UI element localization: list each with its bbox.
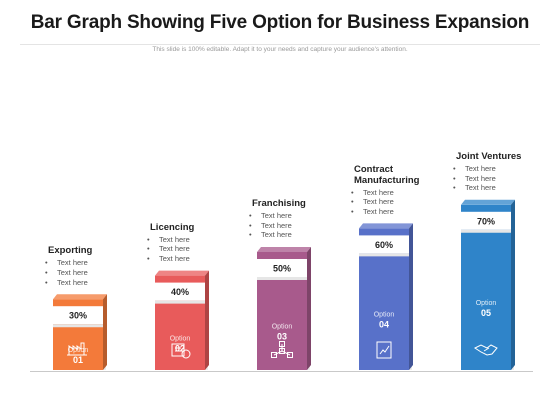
handshake-icon — [474, 344, 498, 356]
value-panel-shadow — [461, 229, 511, 233]
category-title: Contract — [354, 163, 394, 175]
category-label: ContractManufacturingText hereText hereT… — [351, 163, 420, 217]
category-bullet: Text here — [147, 244, 194, 254]
data-label: 70% — [477, 216, 495, 226]
bar-cap — [155, 270, 209, 276]
category-title: Franchising — [252, 198, 306, 210]
value-panel — [359, 235, 409, 254]
category-title: Joint Ventures — [456, 151, 522, 162]
bar-side — [205, 270, 209, 370]
option-number: 04 — [379, 320, 389, 330]
bar-side — [409, 223, 413, 370]
category-bullet: Text here — [45, 268, 92, 278]
option-word: Option — [476, 300, 497, 307]
category-label: LicencingText hereText hereText here — [147, 221, 195, 264]
value-panel-shadow — [155, 300, 205, 304]
category-bullet: Text here — [351, 188, 419, 198]
category-bullet: Text here — [453, 164, 521, 174]
bar-cap — [257, 247, 311, 252]
chart-baseline — [30, 371, 533, 372]
factory-icon — [67, 342, 87, 356]
option-word: Option — [170, 335, 191, 342]
value-panel-shadow — [53, 324, 103, 328]
value-panel — [461, 211, 511, 230]
data-label: 60% — [375, 240, 393, 250]
option-number: 01 — [73, 355, 83, 365]
category-label: FranchisingText hereText hereText here — [249, 198, 306, 240]
data-label: 50% — [273, 264, 291, 274]
category-bullet: Text here — [147, 254, 194, 264]
category-bullet: Text here — [453, 183, 521, 193]
bar-side — [511, 199, 515, 370]
data-label: 40% — [171, 287, 189, 297]
value-panel-shadow — [257, 277, 307, 280]
category-bullet: Text here — [453, 174, 521, 184]
value-panel — [155, 282, 205, 301]
bar-side — [103, 294, 107, 370]
category-bullet: Text here — [45, 258, 92, 268]
bar-cap — [53, 294, 107, 300]
value-panel-shadow — [359, 253, 409, 257]
bar-cap — [461, 199, 515, 205]
category-bullet: Text here — [249, 211, 306, 221]
document-chart-icon — [376, 341, 392, 359]
page-title: Bar Graph Showing Five Option for Busine… — [30, 12, 530, 33]
money-building-icon — [171, 343, 191, 359]
category-title: Licencing — [150, 221, 195, 233]
category-bullet: Text here — [147, 235, 194, 245]
bar-cap — [359, 223, 413, 229]
category-bullet: Text here — [249, 230, 306, 240]
data-label: 30% — [69, 311, 87, 321]
option-number: 03 — [277, 332, 287, 342]
category-bullet: Text here — [351, 197, 419, 207]
category-title: Manufacturing — [354, 174, 420, 186]
category-bullet: Text here — [249, 221, 306, 231]
value-panel — [53, 306, 103, 325]
option-number: 05 — [481, 308, 491, 318]
option-word: Option — [272, 324, 293, 331]
value-panel — [257, 259, 307, 277]
title-divider — [20, 44, 540, 45]
category-bullet: Text here — [45, 278, 92, 288]
category-label: ExportingText hereText hereText here — [45, 245, 93, 288]
network-icon — [271, 341, 293, 358]
bar-side — [307, 247, 311, 370]
option-word: Option — [374, 312, 395, 319]
page-subtitle: This slide is 100% editable. Adapt it to… — [152, 46, 408, 53]
category-title: Exporting — [48, 245, 93, 257]
category-label: Joint VenturesText hereText hereText her… — [453, 151, 522, 193]
option-word: Option — [68, 347, 89, 354]
category-bullet: Text here — [351, 207, 419, 217]
